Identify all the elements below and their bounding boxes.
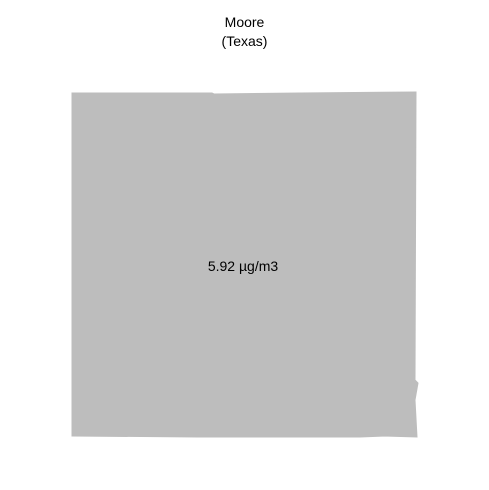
county-shape[interactable] — [71, 91, 419, 438]
county-name: Moore — [224, 14, 265, 30]
county-value-label: 5.92 µg/m3 — [207, 258, 279, 274]
map-title: Moore (Texas) — [0, 13, 489, 51]
state-name: (Texas) — [221, 33, 268, 49]
